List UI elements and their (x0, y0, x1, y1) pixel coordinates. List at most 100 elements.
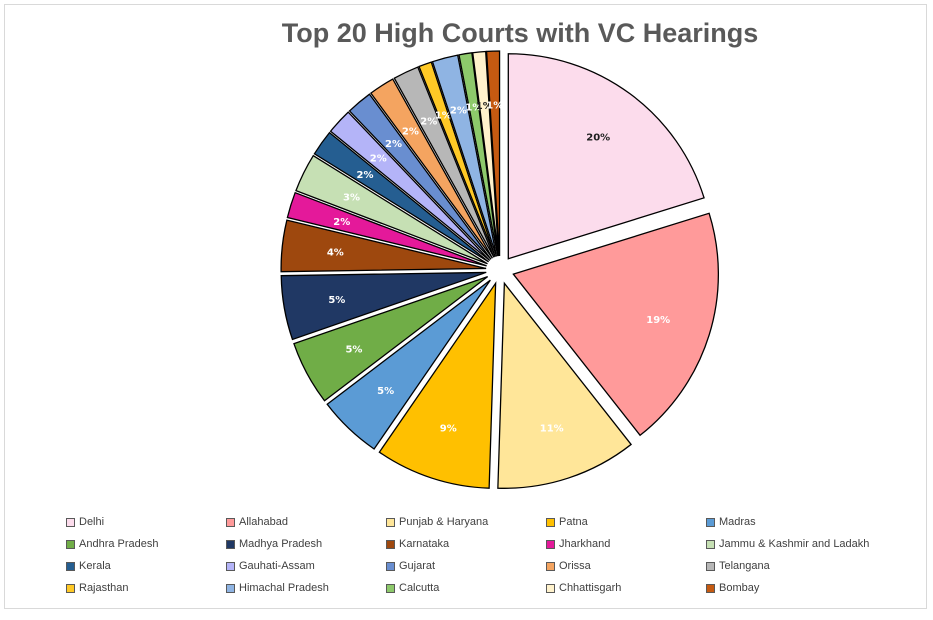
chart-title: Top 20 High Courts with VC Hearings (281, 18, 759, 48)
legend-label: Telangana (719, 560, 770, 572)
legend-item-andhra-pradesh: Andhra Pradesh (66, 536, 226, 552)
legend-swatch (66, 539, 75, 549)
slice-rajasthan (418, 61, 496, 258)
legend-item-punjab-and-haryana: Punjab & Haryana (386, 514, 546, 530)
legend-item-jammu-and-kashmir-and-ladakh: Jammu & Kashmir and Ladakh (706, 536, 886, 552)
legend-swatch (546, 583, 555, 593)
legend-swatch (386, 517, 395, 527)
slice-label-telangana: 2% (420, 116, 437, 127)
legend-item-gujarat: Gujarat (386, 558, 546, 574)
slice-label-jharkhand: 2% (333, 217, 350, 228)
legend-label: Delhi (79, 516, 105, 528)
slice-andhra-pradesh (293, 275, 489, 402)
legend-item-telangana: Telangana (706, 558, 886, 574)
slice-gujarat (348, 93, 492, 260)
legend-item-chhattisgarh: Chhattisgarh (546, 580, 706, 596)
legend-label: Jammu & Kashmir and Ladakh (719, 538, 870, 550)
slice-label-karnataka: 4% (327, 248, 344, 259)
legend-label: Rajasthan (79, 582, 129, 594)
legend-swatch (386, 561, 395, 571)
legend-swatch (706, 583, 715, 593)
slice-bombay (485, 50, 501, 257)
slice-label-calcutta: 1% (465, 102, 482, 113)
legend-label: Gauhati-Assam (239, 560, 315, 572)
legend-label: Gujarat (399, 560, 436, 572)
legend-item-delhi: Delhi (66, 514, 226, 530)
slice-orissa (369, 78, 493, 259)
slice-jammu-and-kashmir-and-ladakh (295, 154, 488, 265)
slice-label-gujarat: 2% (385, 139, 402, 150)
slice-label-andhra-pradesh: 5% (345, 344, 362, 355)
slice-label-madras: 5% (377, 386, 394, 397)
slice-label-bombay: 1% (486, 100, 503, 111)
legend-swatch (706, 517, 715, 527)
legend-item-bombay: Bombay (706, 580, 886, 596)
slice-label-chhattisgarh: 1% (476, 101, 493, 112)
legend-swatch (546, 539, 555, 549)
legend-label: Karnataka (399, 538, 450, 550)
pie-chart: 20%19%11%9%5%5%5%4%2%3%2%2%2%2%2%1%2%1%1… (280, 50, 719, 489)
legend-item-allahabad: Allahabad (226, 514, 386, 530)
slice-label-punjab-and-haryana: 11% (540, 423, 564, 434)
slice-label-gauhati-assam: 2% (370, 154, 387, 165)
slice-himachal-pradesh (431, 54, 498, 257)
legend-swatch (706, 561, 715, 571)
slice-chhattisgarh (471, 50, 500, 257)
legend-label: Jharkhand (559, 538, 611, 550)
legend-label: Kerala (79, 560, 111, 572)
legend-swatch (386, 583, 395, 593)
slice-allahabad (512, 212, 719, 437)
legend-swatch (706, 539, 715, 549)
legend-label: Punjab & Haryana (399, 516, 489, 528)
slice-label-jammu-and-kashmir-and-ladakh: 3% (343, 192, 360, 203)
legend-item-kerala: Kerala (66, 558, 226, 574)
legend-swatch (66, 561, 75, 571)
slice-label-madhya-pradesh: 5% (328, 295, 345, 306)
legend-item-madhya-pradesh: Madhya Pradesh (226, 536, 386, 552)
legend-swatch (226, 561, 235, 571)
slice-label-rajasthan: 1% (435, 110, 452, 121)
legend-swatch (66, 517, 75, 527)
slice-madras (326, 279, 491, 450)
legend-item-rajasthan: Rajasthan (66, 580, 226, 596)
slice-label-allahabad: 19% (646, 315, 670, 326)
slice-madhya-pradesh (280, 271, 487, 341)
legend-swatch (226, 517, 235, 527)
legend-label: Madhya Pradesh (239, 538, 323, 550)
slice-patna (378, 281, 497, 489)
legend-item-patna: Patna (546, 514, 706, 530)
legend-swatch (386, 539, 395, 549)
slice-label-kerala: 2% (357, 170, 374, 181)
legend-swatch (226, 539, 235, 549)
legend-item-jharkhand: Jharkhand (546, 536, 706, 552)
legend-swatch (546, 561, 555, 571)
legend-item-calcutta: Calcutta (386, 580, 546, 596)
slice-punjab-and-haryana (497, 281, 633, 489)
legend: Delhi Allahabad Punjab & Haryana Patna Madra… (66, 514, 906, 596)
slice-label-delhi: 20% (586, 133, 610, 144)
legend-label: Orissa (559, 560, 591, 572)
slice-delhi (507, 53, 705, 260)
slice-karnataka (280, 219, 487, 273)
slice-kerala (313, 131, 490, 263)
legend-label: Andhra Pradesh (79, 538, 159, 550)
slice-gauhati-assam (329, 111, 491, 262)
legend-label: Bombay (719, 582, 760, 594)
legend-item-orissa: Orissa (546, 558, 706, 574)
slice-label-patna: 9% (440, 423, 457, 434)
legend-item-karnataka: Karnataka (386, 536, 546, 552)
slice-label-orissa: 2% (402, 127, 419, 138)
legend-label: Chhattisgarh (559, 582, 622, 594)
legend-label: Calcutta (399, 582, 440, 594)
slice-label-himachal-pradesh: 2% (450, 106, 467, 117)
legend-label: Madras (719, 516, 756, 528)
slice-telangana (393, 66, 495, 258)
legend-item-himachal-pradesh: Himachal Pradesh (226, 580, 386, 596)
legend-item-madras: Madras (706, 514, 886, 530)
slice-calcutta (458, 52, 499, 257)
legend-swatch (66, 583, 75, 593)
legend-item-gauhati-assam: Gauhati-Assam (226, 558, 386, 574)
legend-swatch (226, 583, 235, 593)
slice-jharkhand (286, 191, 487, 267)
legend-label: Himachal Pradesh (239, 582, 329, 594)
